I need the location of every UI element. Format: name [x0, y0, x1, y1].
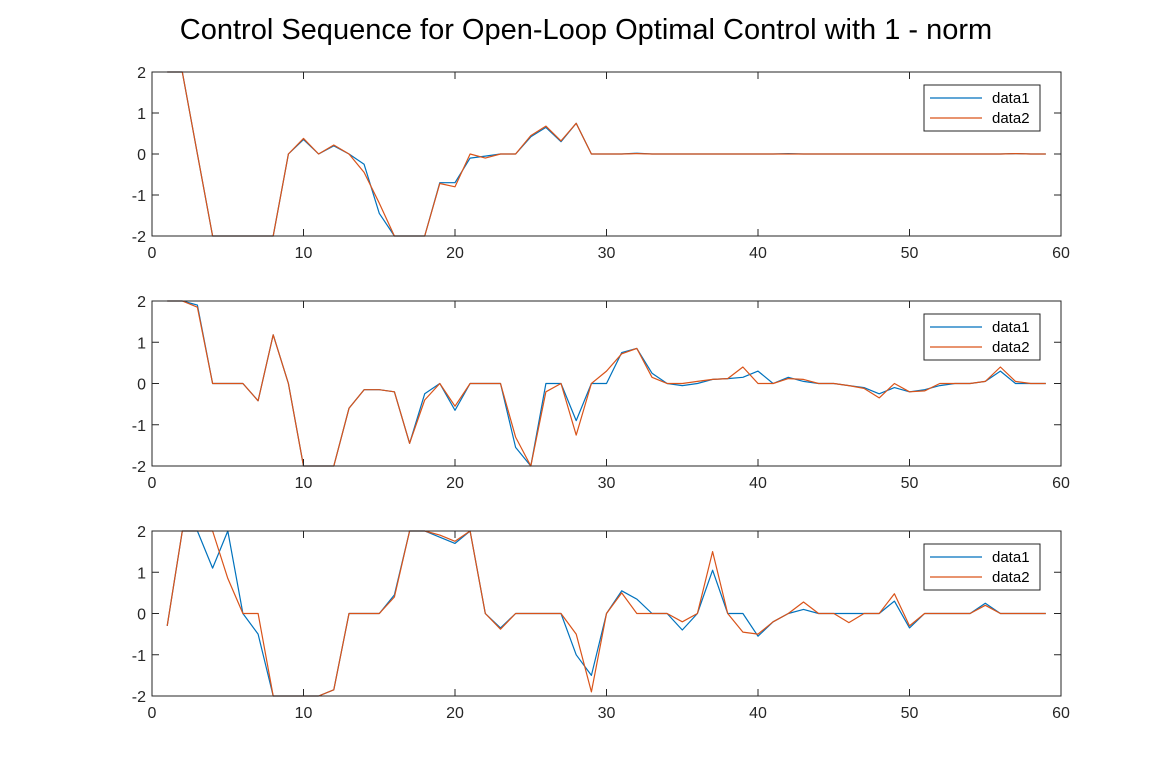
legend-label-data2: data2: [992, 569, 1030, 586]
series-line-3-data2: [166, 530, 1046, 697]
y-tick-label: -2: [132, 229, 146, 246]
y-tick-label: -1: [132, 418, 146, 435]
x-tick-label: 40: [749, 475, 767, 492]
legend-label-data1: data1: [992, 90, 1030, 107]
x-tick-label: 40: [749, 245, 767, 262]
x-tick-label: 0: [148, 245, 157, 262]
y-tick-label: 1: [137, 335, 146, 352]
y-tick-label: 2: [137, 65, 146, 82]
x-tick-label: 60: [1052, 245, 1070, 262]
x-tick-label: 0: [148, 475, 157, 492]
y-tick-label: -1: [132, 188, 146, 205]
x-tick-label: 40: [749, 705, 767, 722]
x-tick-label: 30: [598, 475, 616, 492]
x-tick-label: 10: [295, 245, 313, 262]
x-tick-label: 60: [1052, 705, 1070, 722]
legend-label-data1: data1: [992, 549, 1030, 566]
x-tick-label: 10: [295, 475, 313, 492]
x-tick-label: 20: [446, 705, 464, 722]
y-tick-label: 0: [137, 377, 146, 394]
x-tick-label: 50: [901, 705, 919, 722]
y-tick-label: 1: [137, 565, 146, 582]
x-tick-label: 60: [1052, 475, 1070, 492]
x-tick-label: 20: [446, 475, 464, 492]
series-line-1-data2: [167, 71, 1046, 237]
x-tick-label: 50: [901, 475, 919, 492]
y-tick-label: 0: [137, 147, 146, 164]
legend-box: [923, 543, 1041, 591]
x-tick-label: 0: [148, 705, 157, 722]
y-tick-label: -2: [132, 689, 146, 706]
y-tick-label: 2: [137, 524, 146, 541]
y-tick-label: 1: [137, 106, 146, 123]
x-tick-label: 20: [446, 245, 464, 262]
y-tick-label: 2: [137, 294, 146, 311]
legend-label-data2: data2: [992, 339, 1030, 356]
x-tick-label: 30: [598, 705, 616, 722]
legend-label-data1: data1: [992, 319, 1030, 336]
legend-box: [923, 313, 1041, 361]
legend-label-data2: data2: [992, 110, 1030, 127]
chart-title: Control Sequence for Open-Loop Optimal C…: [179, 14, 993, 46]
y-tick-label: 0: [137, 607, 146, 624]
x-tick-label: 10: [295, 705, 313, 722]
legend-box: [923, 84, 1041, 132]
y-tick-label: -2: [132, 459, 146, 476]
x-tick-label: 50: [901, 245, 919, 262]
y-tick-label: -1: [132, 648, 146, 665]
x-tick-label: 30: [598, 245, 616, 262]
